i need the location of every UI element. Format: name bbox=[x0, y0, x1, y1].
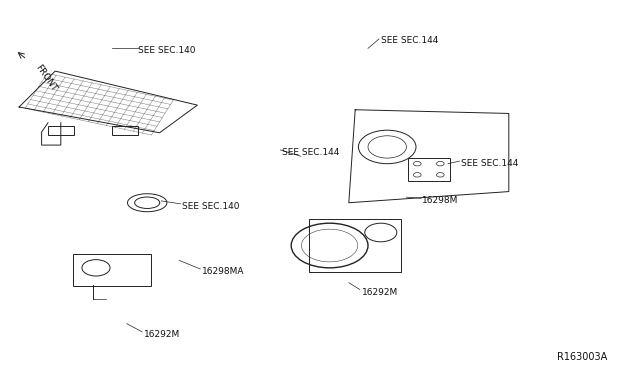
Ellipse shape bbox=[134, 197, 160, 208]
Ellipse shape bbox=[127, 194, 167, 212]
FancyBboxPatch shape bbox=[310, 219, 401, 272]
FancyBboxPatch shape bbox=[48, 126, 74, 135]
Text: 16292M: 16292M bbox=[362, 288, 398, 296]
FancyBboxPatch shape bbox=[112, 126, 138, 135]
Text: 16292M: 16292M bbox=[144, 330, 180, 339]
FancyBboxPatch shape bbox=[408, 158, 450, 180]
Text: SEE SEC.144: SEE SEC.144 bbox=[461, 159, 518, 168]
Text: SEE SEC.144: SEE SEC.144 bbox=[282, 148, 339, 157]
Text: FRONT: FRONT bbox=[33, 63, 58, 93]
Text: SEE SEC.144: SEE SEC.144 bbox=[381, 36, 438, 45]
Text: R163003A: R163003A bbox=[557, 352, 607, 362]
Text: 16298MA: 16298MA bbox=[202, 267, 244, 276]
Text: 16298M: 16298M bbox=[422, 196, 459, 205]
Text: SEE SEC.140: SEE SEC.140 bbox=[182, 202, 240, 211]
FancyBboxPatch shape bbox=[73, 254, 151, 286]
Text: SEE SEC.140: SEE SEC.140 bbox=[138, 46, 195, 55]
